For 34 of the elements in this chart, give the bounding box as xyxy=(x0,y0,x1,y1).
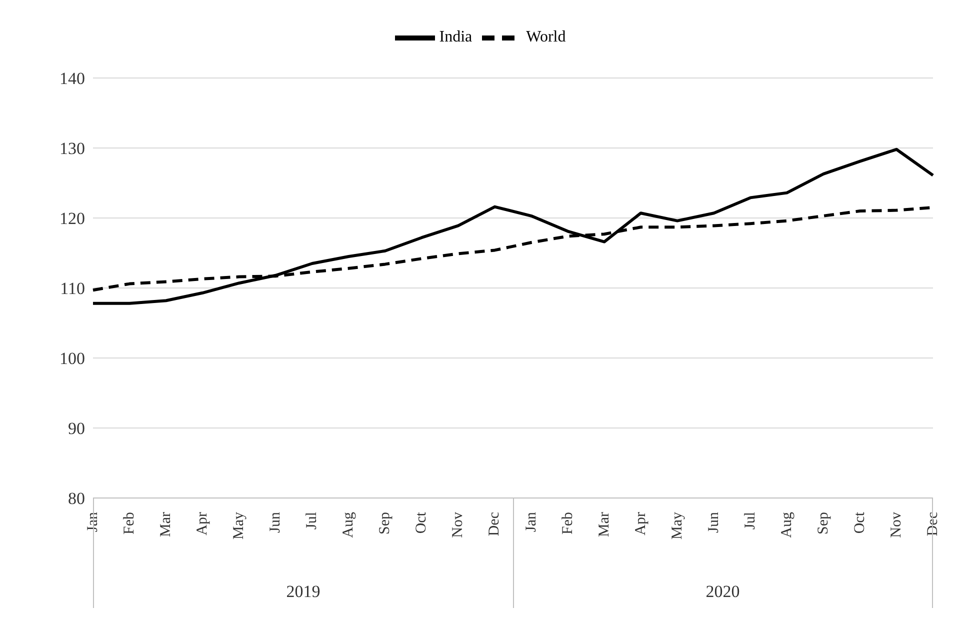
x-tick-label: Jun xyxy=(268,512,284,533)
legend-label: World xyxy=(526,28,566,46)
x-tick-label: Jul xyxy=(742,512,758,530)
x-tick-label: May xyxy=(669,512,686,540)
x-tick-label: Sep xyxy=(815,512,832,534)
x-tick-label: Jun xyxy=(706,512,722,533)
legend-label: India xyxy=(439,28,472,46)
y-tick-label: 80 xyxy=(68,489,85,508)
y-tick-label: 100 xyxy=(60,349,85,368)
x-tick-label: Oct xyxy=(852,511,868,534)
x-tick-label: Apr xyxy=(632,512,649,536)
x-tick-label: Dec xyxy=(486,512,503,536)
x-tick-label: Feb xyxy=(122,512,138,534)
x-tick-label: Aug xyxy=(778,512,795,538)
x-tick-label: Nov xyxy=(888,512,904,538)
text: 2019 xyxy=(286,582,320,602)
y-tick-label: 120 xyxy=(60,209,85,228)
x-tick-label: Mar xyxy=(158,512,174,537)
x-tick-label: Mar xyxy=(596,512,612,537)
x-tick-label: Sep xyxy=(377,512,394,534)
x-tick-label: Apr xyxy=(194,512,211,536)
y-tick-label: 130 xyxy=(60,139,85,158)
y-tick-label: 90 xyxy=(68,419,85,438)
y-tick-label: 110 xyxy=(60,279,85,298)
text: 2020 xyxy=(706,582,740,602)
line-series xyxy=(92,148,934,305)
x-tick-label: Feb xyxy=(560,512,576,534)
x-tick-label: Jan xyxy=(523,512,540,532)
x-tick-label: Jul xyxy=(304,512,320,530)
y-tick-label: 140 xyxy=(60,69,85,88)
x-tick-label: May xyxy=(231,512,248,540)
x-tick-label: Aug xyxy=(340,512,357,538)
x-tick-label: Nov xyxy=(450,512,466,538)
x-tick-label: Oct xyxy=(414,511,430,534)
